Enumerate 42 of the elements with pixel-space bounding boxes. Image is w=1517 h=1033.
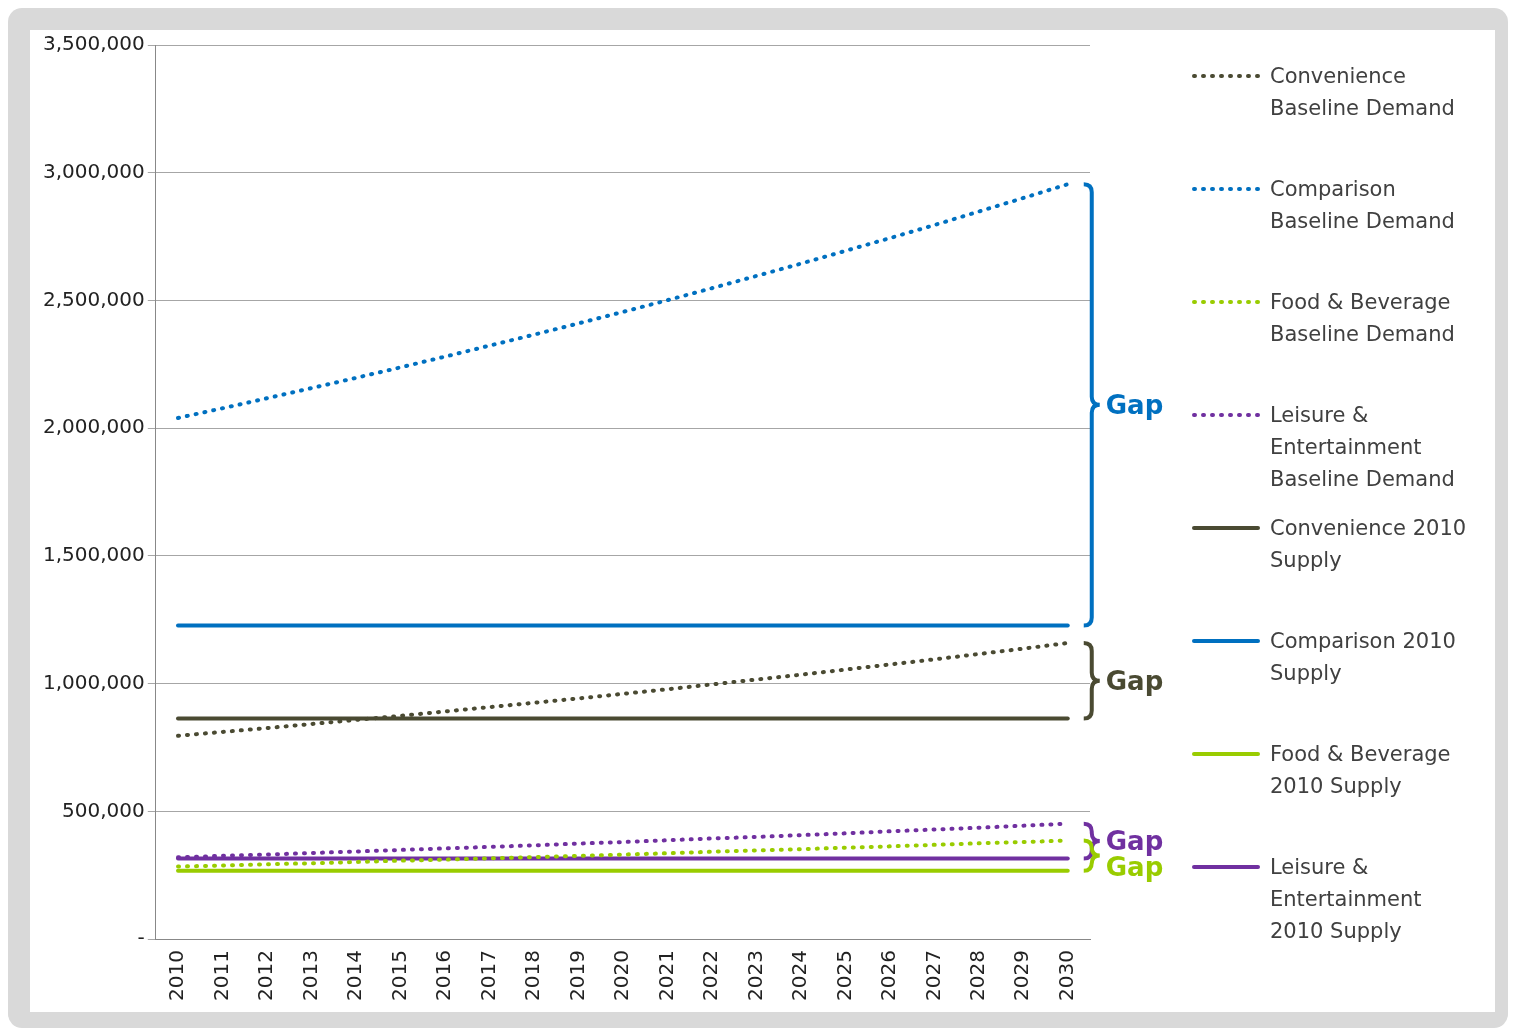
x-tick-label: 2011 — [208, 950, 233, 1002]
x-tick-label: 2020 — [609, 950, 634, 1002]
y-tick-label: 500,000 — [62, 797, 145, 822]
x-tick-label: 2028 — [964, 950, 989, 1002]
x-tick-label: 2026 — [876, 950, 901, 1002]
x-tick-label: 2021 — [653, 950, 678, 1002]
legend-label: Leisure & Entertainment 2010 Supply — [1270, 854, 1423, 945]
x-tick-label: 2022 — [698, 950, 723, 1002]
y-tick-label: - — [137, 925, 145, 950]
x-tick-label: 2018 — [520, 950, 545, 1002]
x-tick-label: 2019 — [564, 950, 589, 1002]
text: Gap — [1105, 389, 1164, 420]
legend-label: Leisure & Entertainment Baseline Demand — [1270, 402, 1456, 493]
legend-label: Convenience Baseline Demand — [1270, 63, 1456, 122]
line-series — [176, 182, 1070, 420]
x-tick-label: 2030 — [1053, 950, 1078, 1002]
x-tick-label: 2014 — [342, 950, 367, 1002]
text: Gap — [1105, 665, 1164, 696]
y-tick-label: 2,500,000 — [42, 286, 145, 311]
line-series — [176, 641, 1070, 738]
x-tick-label: 2025 — [831, 950, 856, 1002]
x-tick-label: 2023 — [742, 950, 767, 1002]
y-tick-label: 2,000,000 — [42, 414, 145, 439]
legend-label: Convenience 2010 Supply — [1270, 515, 1468, 574]
x-tick-label: 2017 — [475, 950, 500, 1002]
y-tick-label: 3,500,000 — [42, 31, 145, 56]
x-tick-label: 2016 — [431, 950, 456, 1002]
legend-label: Comparison 2010 Supply — [1270, 628, 1457, 687]
legend-label: Food & Beverage 2010 Supply — [1270, 741, 1452, 800]
y-tick-label: 1,500,000 — [42, 542, 145, 567]
x-tick-label: 2024 — [787, 950, 812, 1002]
y-tick-label: 3,000,000 — [42, 158, 145, 183]
y-tick-label: 1,000,000 — [42, 669, 145, 694]
x-tick-label: 2027 — [920, 950, 945, 1002]
x-tick-label: 2010 — [164, 950, 189, 1002]
legend-label: Food & Beverage Baseline Demand — [1270, 289, 1456, 348]
legend-label: Comparison Baseline Demand — [1270, 176, 1456, 235]
x-tick-label: 2015 — [386, 950, 411, 1002]
x-tick-label: 2013 — [297, 950, 322, 1002]
x-tick-label: 2012 — [253, 950, 278, 1002]
x-tick-label: 2029 — [1009, 950, 1034, 1002]
text: Gap — [1105, 826, 1164, 857]
